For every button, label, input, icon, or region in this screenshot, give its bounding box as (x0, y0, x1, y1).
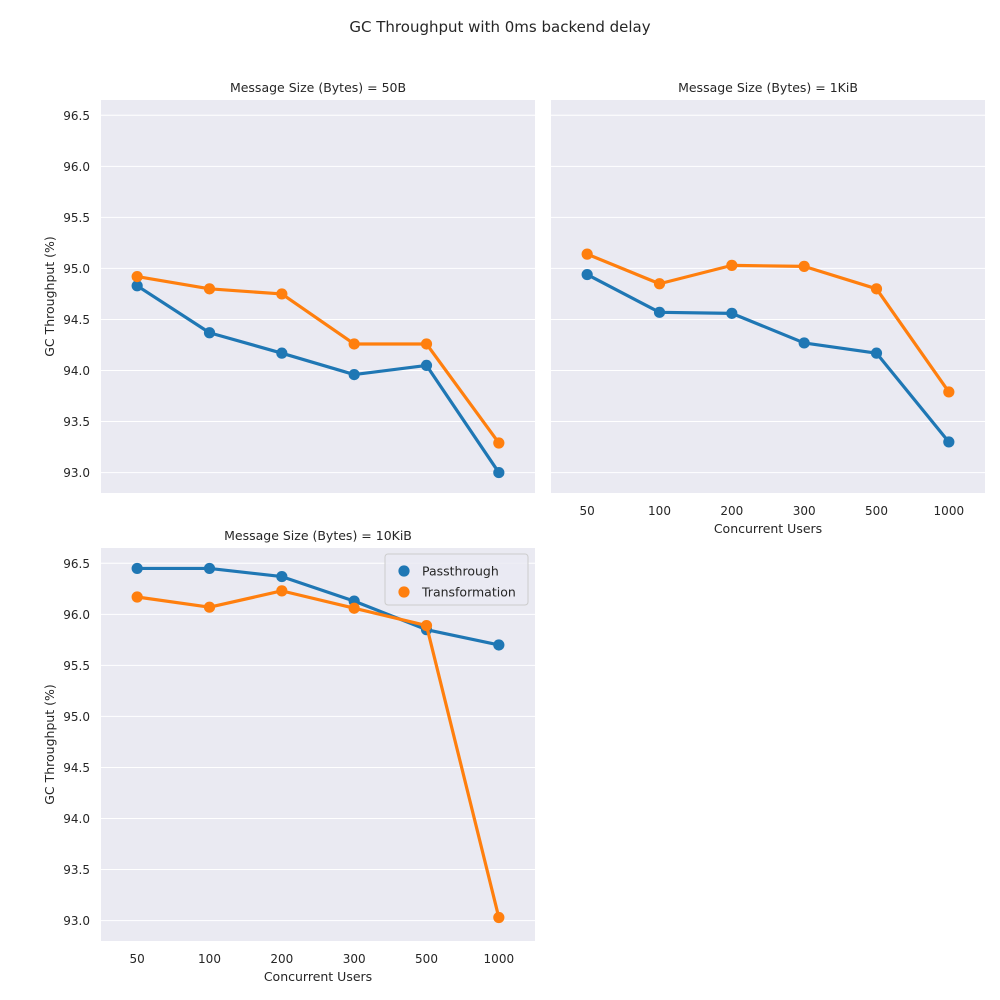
y-tick-label: 94.0 (63, 812, 90, 826)
data-point-transformation (493, 437, 505, 449)
data-point-passthrough (653, 306, 666, 318)
data-point-passthrough (276, 347, 288, 359)
x-tick-label: 100 (648, 504, 671, 518)
chart-panels: 93.0 93.5 94.0 94.5 95.0 95.5 96.0 96.5 Message … (42, 80, 985, 984)
data-point-passthrough (798, 337, 810, 349)
x-tick-label: 200 (720, 504, 743, 518)
y-tick-label: 95.5 (63, 211, 90, 225)
data-point-passthrough (726, 307, 738, 319)
data-point-transformation (420, 619, 433, 632)
legend-marker-passthrough (398, 565, 410, 577)
series-line-transformation (135, 274, 501, 445)
legend-label: Transformation (421, 585, 516, 600)
x-tick-label: 300 (793, 504, 816, 518)
y-axis-label: GC Throughput (%) (42, 684, 57, 805)
y-tick-label: 94.0 (63, 364, 90, 378)
x-axis-label: Concurrent Users (264, 969, 372, 984)
plot-area (551, 100, 985, 493)
chart-panel-1: 93.0 93.5 94.0 94.5 95.0 95.5 96.0 96.5 Message … (42, 80, 535, 493)
data-point-passthrough (943, 436, 955, 448)
legend-marker-transformation (398, 586, 410, 598)
y-tick-label: 95.0 (63, 710, 90, 724)
x-tick-label: 50 (130, 952, 145, 966)
y-tick-label: 96.5 (63, 109, 90, 123)
data-point-transformation (276, 288, 288, 300)
plot-area (101, 100, 535, 493)
data-point-passthrough (203, 327, 216, 339)
data-point-passthrough (493, 639, 505, 651)
data-point-transformation (493, 911, 505, 924)
x-tick-label: 50 (580, 504, 595, 518)
series-line-passthrough (135, 566, 501, 647)
x-tick-label: 300 (343, 952, 366, 966)
series-line-passthrough (585, 272, 951, 444)
y-tick-label: 96.5 (63, 557, 90, 571)
panel-title: Message Size (Bytes) = 10KiB (224, 528, 412, 543)
data-point-transformation (653, 278, 666, 290)
y-tick-label: 95.5 (63, 659, 90, 673)
data-point-transformation (581, 248, 593, 260)
data-point-transformation (420, 338, 433, 350)
legend: Passthrough Transformation (384, 553, 529, 606)
chart-panel-2: 50 100 200 300 500 1000 Message Size (Bytes) =… (551, 80, 985, 536)
y-tick-label: 96.0 (63, 608, 90, 622)
plot-area (101, 548, 535, 941)
legend-box (384, 553, 529, 606)
data-point-passthrough (493, 466, 505, 479)
x-tick-label: 100 (198, 952, 221, 966)
y-tick-label: 93.5 (63, 863, 90, 877)
y-tick-label: 93.0 (63, 466, 90, 480)
y-tick-label: 96.0 (63, 160, 90, 174)
data-point-transformation (276, 585, 288, 597)
x-tick-label: 500 (415, 952, 438, 966)
x-tick-label: 1000 (934, 504, 965, 518)
data-point-transformation (203, 601, 216, 613)
data-point-passthrough (420, 359, 433, 372)
data-point-transformation (870, 283, 883, 295)
x-axis-label: Concurrent Users (714, 521, 822, 536)
y-tick-label: 95.0 (63, 262, 90, 276)
data-point-transformation (798, 260, 810, 272)
panel-title: Message Size (Bytes) = 1KiB (678, 80, 858, 95)
y-tick-label: 93.5 (63, 415, 90, 429)
data-point-passthrough (581, 268, 593, 281)
data-point-passthrough (870, 347, 883, 359)
data-point-passthrough (348, 368, 360, 381)
y-axis-label: GC Throughput (%) (42, 236, 57, 357)
y-tick-label: 94.5 (63, 313, 90, 327)
data-point-passthrough (203, 562, 216, 575)
panel-title: Message Size (Bytes) = 50B (230, 80, 406, 95)
y-tick-label: 94.5 (63, 761, 90, 775)
data-point-passthrough (131, 280, 143, 292)
x-tick-label: 500 (865, 504, 888, 518)
x-tick-label: 200 (270, 952, 293, 966)
data-point-transformation (348, 602, 360, 614)
data-point-transformation (131, 270, 143, 283)
data-point-passthrough (131, 562, 143, 575)
series-line-passthrough (135, 284, 501, 475)
data-point-transformation (131, 591, 143, 603)
data-point-transformation (726, 259, 738, 271)
data-point-transformation (943, 386, 955, 398)
chart-panel-3: 93.0 93.5 94.0 94.5 95.0 95.5 96.0 96.5 50 100 200… (42, 528, 535, 984)
data-point-transformation (203, 283, 216, 295)
series-line-transformation (585, 252, 951, 394)
x-tick-label: 1000 (484, 952, 515, 966)
data-point-passthrough (276, 570, 288, 583)
y-tick-label: 93.0 (63, 914, 90, 928)
legend-label: Passthrough (422, 564, 499, 579)
series-line-transformation (135, 589, 501, 920)
data-point-transformation (348, 338, 360, 350)
figure-title: GC Throughput with 0ms backend delay (349, 18, 650, 36)
